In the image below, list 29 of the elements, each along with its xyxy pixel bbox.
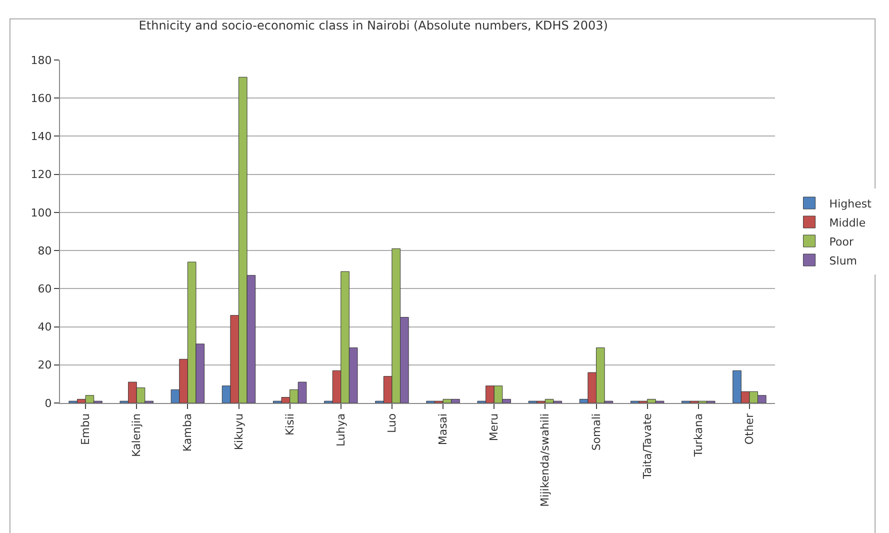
x-tick-label: Turkana <box>692 413 705 458</box>
y-tick-label: 80 <box>38 244 52 258</box>
y-tick-label: 180 <box>30 54 52 67</box>
y-tick-label: 0 <box>44 396 52 410</box>
x-tick-label: Kisii <box>283 413 296 436</box>
x-tick-label: Other <box>743 412 756 445</box>
legend-label: Slum <box>829 254 858 268</box>
y-tick-label: 160 <box>30 92 52 105</box>
y-tick-label: 60 <box>38 282 52 296</box>
y-tick-label: 40 <box>38 320 52 334</box>
x-tick-label: Embu <box>79 413 92 446</box>
legend-label: Highest <box>829 197 872 210</box>
legend-label: Middle <box>829 216 866 230</box>
x-tick-label: Taita/Tavate <box>640 413 654 480</box>
x-tick-label: Kamba <box>181 413 194 452</box>
y-tick-label: 120 <box>30 168 52 182</box>
x-tick-label: Kikuyu <box>232 413 246 450</box>
y-tick-label: 140 <box>30 130 52 144</box>
x-tick-label: Luo <box>386 413 399 434</box>
y-tick-label: 100 <box>30 206 52 220</box>
x-tick-label: Somali <box>590 413 603 451</box>
x-tick-label: Masai <box>436 413 450 446</box>
x-tick-label: Luhya <box>334 413 348 447</box>
y-tick-label: 20 <box>38 358 52 372</box>
legend-label: Poor <box>829 235 854 248</box>
chart-title: Ethnicity and socio-economic class in Nairobi (Absolute numbers, KDHS 2003) <box>138 18 608 33</box>
x-tick-label: Meru <box>488 413 501 442</box>
x-tick-label: Mijikenda/swahili <box>538 413 552 507</box>
x-tick-label: Kalenjin <box>130 413 144 458</box>
